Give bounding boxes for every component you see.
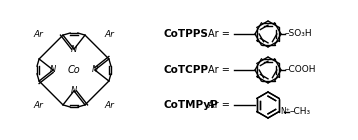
Text: Ar =: Ar = xyxy=(208,29,230,39)
Text: N⁺: N⁺ xyxy=(280,107,290,116)
Text: Ar: Ar xyxy=(105,101,114,110)
Text: CoTPPS: CoTPPS xyxy=(163,29,208,39)
Text: –COOH: –COOH xyxy=(285,66,316,74)
Text: Ar: Ar xyxy=(34,30,44,39)
Text: N: N xyxy=(50,66,56,74)
Text: N: N xyxy=(71,86,77,95)
Text: N: N xyxy=(71,45,77,54)
Text: Ar: Ar xyxy=(105,30,114,39)
Text: Ar =: Ar = xyxy=(208,65,230,75)
Text: Co: Co xyxy=(68,65,81,75)
Text: CoTMPyP: CoTMPyP xyxy=(163,100,218,110)
Text: –CH₃: –CH₃ xyxy=(289,107,310,116)
Text: Ar =: Ar = xyxy=(208,100,230,110)
Text: CoTCPP: CoTCPP xyxy=(163,65,208,75)
Text: N: N xyxy=(92,66,98,74)
Text: Ar: Ar xyxy=(34,101,44,110)
Text: –SO₃H: –SO₃H xyxy=(285,30,313,38)
